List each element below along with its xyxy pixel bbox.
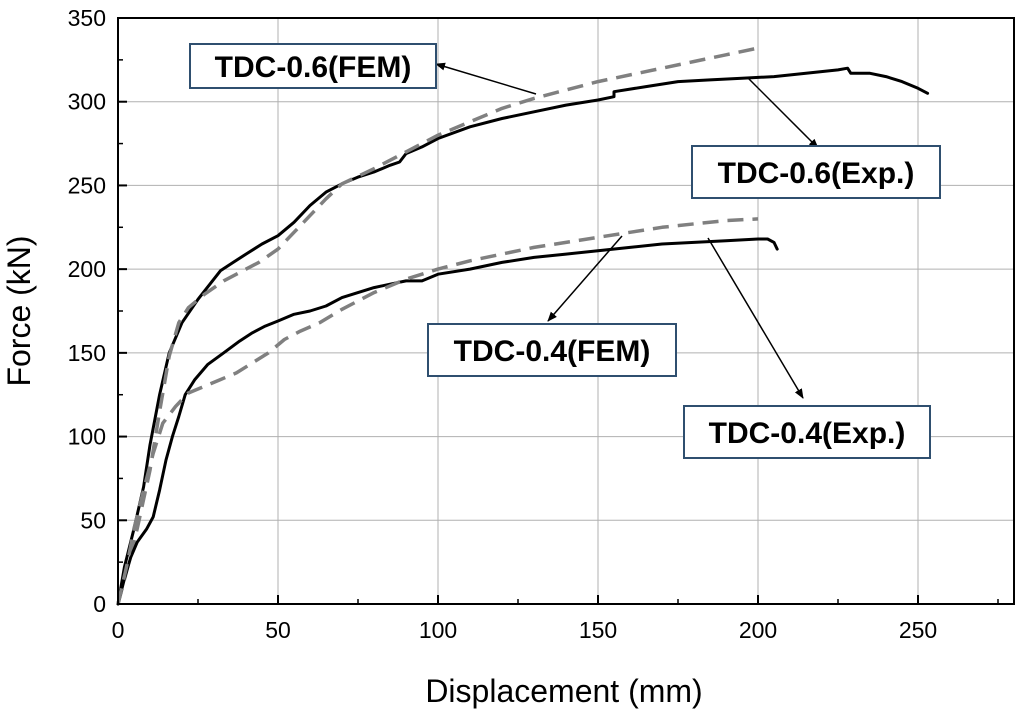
series-line-tdc-0-6-exp <box>116 66 930 606</box>
annotation-box <box>683 405 931 459</box>
ticks: 0 50 100 150 200 250 0 50 100 150 200 250 300 350 <box>68 5 999 643</box>
y-tick-label: 0 <box>93 591 106 617</box>
annotation-label: TDC-0.4(FEM) <box>427 235 677 377</box>
x-tick-label: 250 <box>899 617 937 643</box>
series-group <box>116 46 930 606</box>
annotation-label: TDC-0.6(Exp.) <box>691 77 941 199</box>
annotation-text: TDC-0.6(FEM) <box>215 51 412 84</box>
x-tick-label: 150 <box>579 617 617 643</box>
series-line-tdc-0-4-exp <box>116 237 779 606</box>
y-tick-label: 350 <box>68 5 106 31</box>
annotation-arrow <box>547 235 623 322</box>
annotation-arrow <box>707 237 804 399</box>
annotation-arrow <box>747 77 819 149</box>
y-tick-label: 200 <box>68 256 106 282</box>
annotation-box <box>427 323 677 377</box>
annotation-box <box>189 43 437 89</box>
series-line-tdc-0-6-fem <box>116 46 759 605</box>
annotation-text: TDC-0.4(FEM) <box>454 335 651 368</box>
annotation-arrow <box>435 62 537 95</box>
annotations: TDC-0.6(FEM) TDC-0.6(Exp.) TDC-0.4(FEM) TDC… <box>189 43 941 459</box>
annotation-text: TDC-0.4(Exp.) <box>709 417 906 450</box>
annotation-label: TDC-0.6(FEM) <box>189 43 537 95</box>
annotation-text: TDC-0.6(Exp.) <box>718 157 915 190</box>
x-tick-label: 200 <box>739 617 777 643</box>
x-tick-label: 100 <box>419 617 457 643</box>
y-tick-label: 50 <box>80 507 106 533</box>
x-tick-label: 50 <box>265 617 291 643</box>
series-line-tdc-0-4-fem <box>116 217 759 605</box>
annotation-box <box>691 145 941 199</box>
y-tick-label: 300 <box>68 89 106 115</box>
y-axis-title: Force (kN) <box>1 235 37 386</box>
x-tick-label: 0 <box>112 617 125 643</box>
y-tick-label: 100 <box>68 424 106 450</box>
y-tick-label: 150 <box>68 340 106 366</box>
x-axis-title: Displacement (mm) <box>425 673 702 709</box>
annotation-label: TDC-0.4(Exp.) <box>683 237 931 459</box>
y-tick-label: 250 <box>68 172 106 198</box>
